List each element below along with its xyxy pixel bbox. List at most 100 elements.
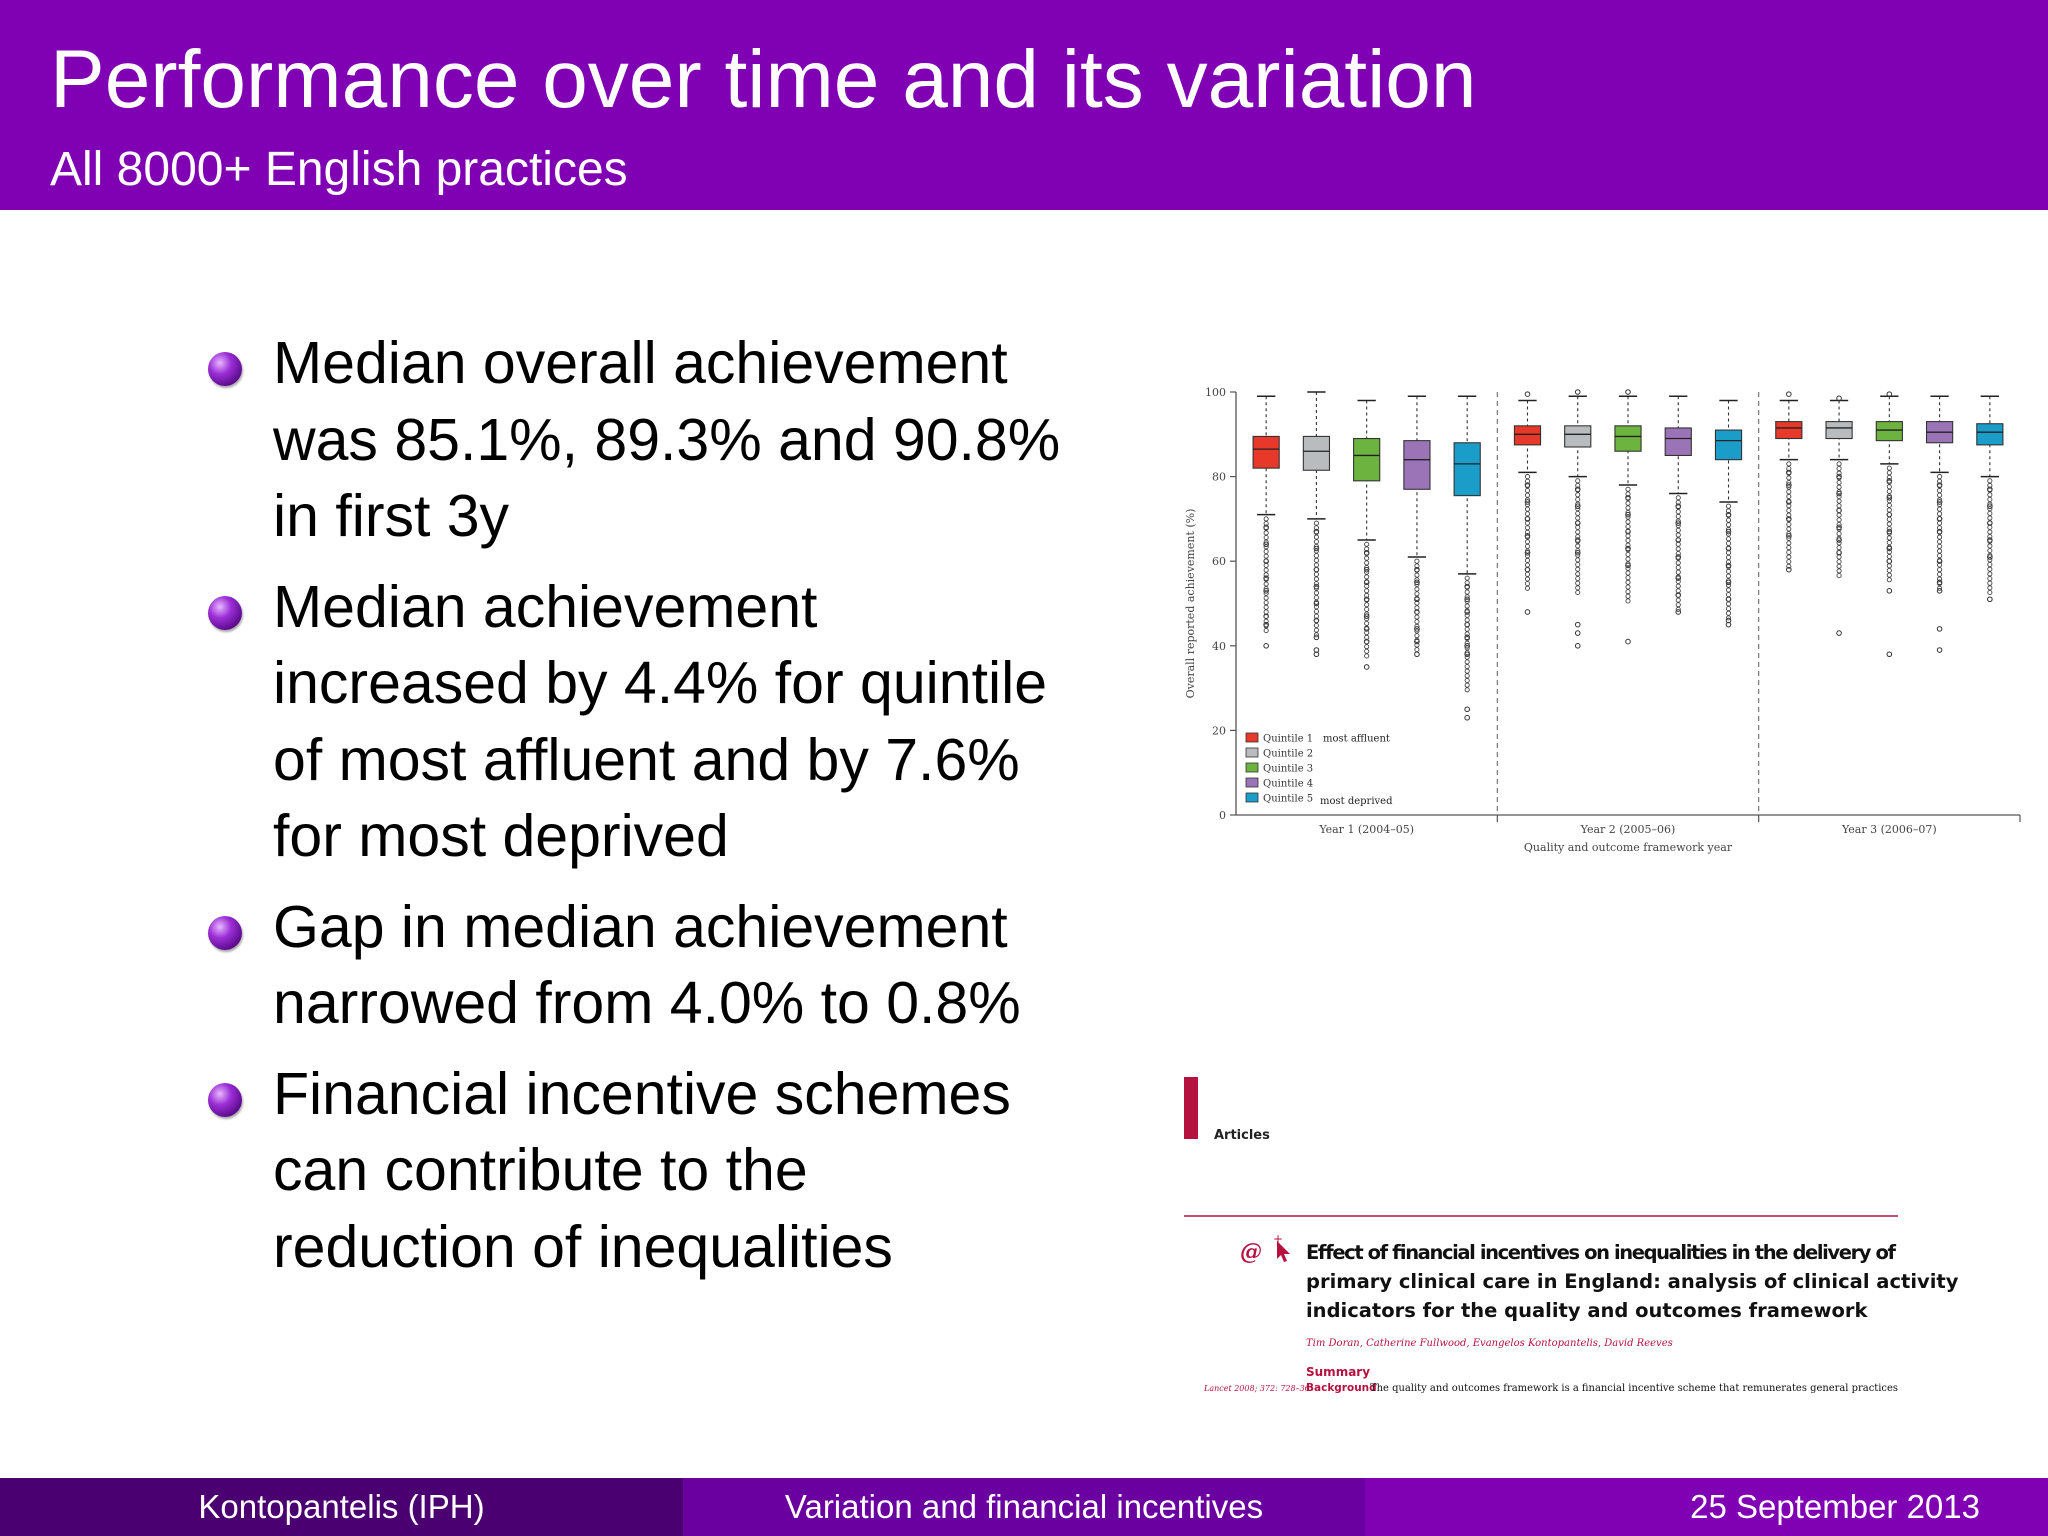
- outlier-point: [1836, 630, 1842, 636]
- outlier-point: [1464, 687, 1470, 693]
- outlier-point: [1574, 503, 1581, 510]
- outlier-point: [1675, 513, 1681, 519]
- outlier-point: [1524, 488, 1531, 494]
- outlier-point: [1524, 562, 1531, 568]
- article-background-text: The quality and outcomes framework is a …: [1370, 1382, 1898, 1394]
- outlier-point: [1987, 515, 1993, 521]
- outlier-point: [1886, 563, 1892, 569]
- outlier-point: [1786, 475, 1792, 481]
- outlier-point: [1987, 496, 1993, 502]
- outlier-point: [1786, 470, 1792, 476]
- outlier-point: [1524, 533, 1531, 539]
- outlier-point: [1725, 531, 1732, 537]
- outlier-point: [1937, 529, 1943, 535]
- outlier-point: [1836, 563, 1842, 569]
- outlier-point: [1675, 574, 1681, 580]
- outlier-point: [1936, 499, 1943, 505]
- outlier-point: [1725, 545, 1732, 551]
- legend-note-deprived: most deprived: [1320, 796, 1393, 807]
- legend-swatch: [1245, 747, 1259, 758]
- outlier-point: [1987, 548, 1993, 554]
- outlier-point: [1937, 478, 1943, 484]
- outlier-point: [1364, 648, 1370, 654]
- outlier-point: [1524, 391, 1531, 397]
- outlier-point: [1575, 506, 1581, 512]
- outlier-point: [1725, 610, 1732, 616]
- x-category-label: Year 2 (2005–06): [1580, 823, 1676, 836]
- outlier-point: [1524, 609, 1531, 615]
- outlier-point: [1886, 572, 1892, 578]
- outlier-point: [1363, 664, 1370, 670]
- outlier-point: [1524, 529, 1531, 535]
- outlier-point: [1725, 621, 1732, 628]
- outlier-point: [1886, 526, 1892, 532]
- slide-footer: Kontopantelis (IPH) Variation and financ…: [0, 1478, 2048, 1536]
- bullet-item: Median achievement increased by 4.4% for…: [205, 569, 1065, 875]
- outlier-point: [1786, 531, 1792, 537]
- article-title-line: Effect of financial incentives on inequa…: [1306, 1241, 1897, 1264]
- outlier-point: [1414, 605, 1420, 611]
- outlier-point: [1464, 640, 1470, 646]
- outlier-point: [1836, 554, 1842, 560]
- outlier-point: [1313, 539, 1319, 545]
- outlier-point: [1675, 527, 1681, 533]
- outlier-point: [1313, 525, 1319, 531]
- outlier-point: [1464, 596, 1470, 603]
- outlier-point: [1987, 543, 1993, 549]
- box-iqr: [1614, 425, 1642, 452]
- outlier-point: [1574, 549, 1581, 556]
- outlier-point: [1524, 501, 1531, 508]
- outlier-point: [1836, 490, 1842, 497]
- bullet-ball-icon: [208, 595, 242, 630]
- outlier-point: [1524, 549, 1531, 556]
- bullet-list: Median overall achievement was 85.1%, 89…: [205, 325, 1065, 1299]
- outlier-point: [1836, 498, 1842, 504]
- outlier-point: [1575, 548, 1581, 554]
- outlier-point: [1313, 622, 1319, 629]
- outlier-point: [1524, 474, 1531, 480]
- outlier-point: [1464, 631, 1470, 637]
- x-category-label: Year 1 (2004–05): [1318, 823, 1414, 836]
- outlier-point: [1364, 588, 1370, 594]
- outlier-point: [1313, 595, 1319, 601]
- box-plot-chart: 0 20 40 60 80 100 Overall reported achievement…: [1184, 386, 2021, 854]
- outlier-point: [1675, 569, 1681, 575]
- outlier-point: [1886, 530, 1892, 536]
- outlier-point: [1313, 553, 1319, 559]
- outlier-point: [1364, 564, 1370, 571]
- outlier-point: [1524, 499, 1531, 505]
- outlier-point: [1414, 581, 1420, 588]
- outlier-point: [1886, 488, 1892, 494]
- outlier-point: [1987, 520, 1993, 526]
- outlier-point: [1263, 516, 1269, 522]
- outlier-point: [1575, 585, 1581, 591]
- outlier-point: [1786, 566, 1792, 573]
- outlier-point: [1987, 524, 1993, 530]
- outlier-point: [1725, 540, 1732, 546]
- outlier-point: [1786, 466, 1792, 472]
- legend-label: Quintile 1: [1263, 734, 1313, 745]
- outlier-point: [1937, 520, 1943, 526]
- outlier-point: [1937, 497, 1943, 503]
- bullet-ball-icon: [208, 352, 242, 386]
- outlier-point: [1575, 580, 1581, 586]
- outlier-point: [1313, 599, 1319, 605]
- article-summary-label: Summary: [1306, 1365, 1370, 1379]
- outlier-point: [1625, 523, 1631, 530]
- outlier-point: [1725, 559, 1732, 565]
- outlier-point: [1625, 589, 1631, 595]
- outlier-point: [1414, 563, 1420, 569]
- plus-mark: +: [1273, 1232, 1283, 1246]
- article-title-line: indicators for the quality and outcomes …: [1306, 1299, 1868, 1322]
- outlier-point: [1786, 517, 1792, 523]
- bullet-text: Financial incentive schemes can contribu…: [273, 1060, 1011, 1280]
- y-tick-label: 80: [1212, 471, 1226, 484]
- outlier-point: [1886, 577, 1892, 583]
- box-iqr: [1775, 421, 1803, 440]
- outlier-point: [1675, 509, 1681, 515]
- outlier-point: [1836, 521, 1842, 527]
- outlier-point: [1675, 520, 1682, 526]
- article-excerpt: Articles @ + Effect of financial incentives…: [1184, 1077, 1959, 1394]
- outlier-point: [1263, 539, 1269, 545]
- outlier-point: [1836, 473, 1842, 480]
